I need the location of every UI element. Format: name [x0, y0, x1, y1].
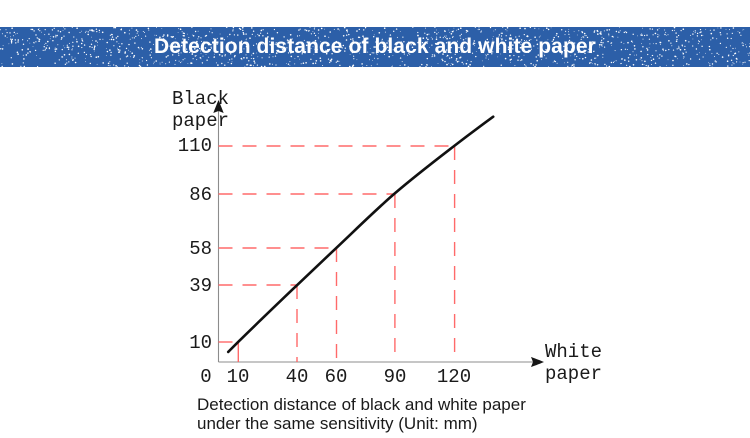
svg-text:0: 0 [200, 366, 211, 388]
svg-text:Detection distance of black an: Detection distance of black and white pa… [197, 395, 526, 414]
svg-text:90: 90 [384, 366, 407, 388]
svg-text:86: 86 [189, 184, 212, 206]
svg-text:120: 120 [437, 366, 471, 388]
svg-text:paper: paper [172, 110, 229, 132]
svg-text:under the same sensitivity (U: under the same sensitivity (Unit: mm) [197, 414, 478, 433]
svg-text:paper: paper [545, 363, 602, 385]
svg-text:40: 40 [286, 366, 309, 388]
svg-text:White: White [545, 341, 602, 363]
svg-text:10: 10 [189, 332, 212, 354]
svg-text:60: 60 [325, 366, 348, 388]
svg-text:10: 10 [227, 366, 250, 388]
svg-text:58: 58 [189, 238, 212, 260]
svg-text:39: 39 [189, 275, 212, 297]
svg-text:110: 110 [178, 135, 212, 157]
svg-text:Black: Black [172, 88, 229, 110]
